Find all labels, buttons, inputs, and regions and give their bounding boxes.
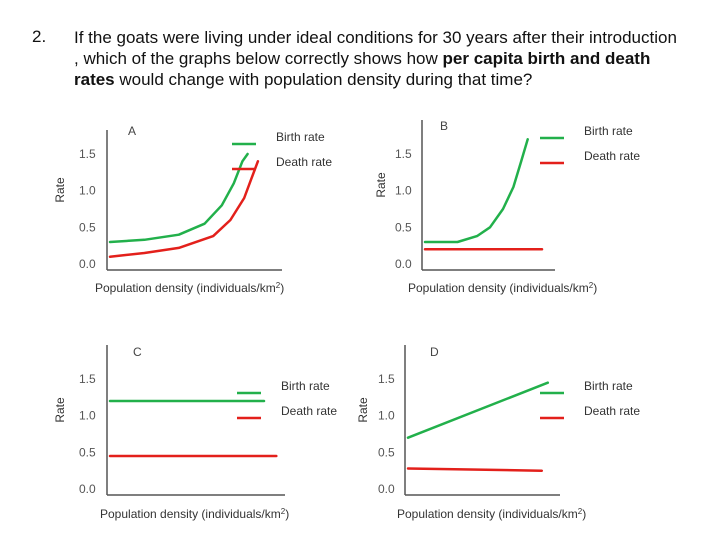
y-tick-label-a: 1.0 [79,184,96,198]
panel-label-b: B [440,119,448,133]
legend-death-label-a: Death rate [276,155,332,169]
y-tick-label-a: 1.5 [79,147,96,161]
panel-label-c: C [133,345,142,359]
y-axis-label-c: Rate [53,397,67,423]
panel-label-d: D [430,345,439,359]
y-tick-label-c: 0.0 [79,482,96,496]
y-axis-label-b: Rate [374,172,388,198]
y-tick-label-c: 1.0 [79,409,96,423]
legend-death-label-b: Death rate [584,149,640,163]
legend-birth-label-a: Birth rate [276,130,325,144]
question-text-bold: per capita birth and death rates [74,49,651,89]
legend-death-label-c: Death rate [281,404,337,418]
legend-death-label-d: Death rate [584,404,640,418]
y-tick-label-b: 0.5 [395,220,412,234]
question-text-part-1: If the goats were living under ideal con… [74,28,677,68]
x-axis-label-c: Population density (individuals/km2) [100,507,289,521]
legend-birth-label-c: Birth rate [281,379,330,393]
birth-rate-line-d [406,381,550,439]
y-tick-label-d: 0.5 [378,445,395,459]
question-text-part-2: would change with population density dur… [114,70,533,89]
x-axis-label-d: Population density (individuals/km2) [397,507,586,521]
legend-birth-label-d: Birth rate [584,379,633,393]
death-rate-line-d [406,467,544,472]
y-tick-label-d: 1.5 [378,372,395,386]
y-tick-label-b: 1.5 [395,147,412,161]
legend-birth-label-b: Birth rate [584,124,633,138]
question-text: If the goats were living under ideal con… [74,27,684,90]
y-tick-label-a: 0.5 [79,220,96,234]
y-tick-label-a: 0.0 [79,257,96,271]
y-tick-label-d: 1.0 [378,409,395,423]
question-number: 2. [32,27,47,46]
x-axis-label-a: Population density (individuals/km2) [95,281,284,295]
y-axis-label-d: Rate [356,397,370,423]
y-tick-label-c: 1.5 [79,372,96,386]
y-tick-label-c: 0.5 [79,445,96,459]
death-rate-line-a [108,160,260,258]
y-tick-label-b: 0.0 [395,257,412,271]
y-tick-label-b: 1.0 [395,184,412,198]
y-tick-label-d: 0.0 [378,482,395,496]
birth-rate-line-b [423,138,529,244]
x-axis-label-b: Population density (individuals/km2) [408,281,597,295]
y-axis-label-a: Rate [53,177,67,203]
birth-rate-line-a [108,152,249,244]
panel-label-a: A [128,124,136,138]
